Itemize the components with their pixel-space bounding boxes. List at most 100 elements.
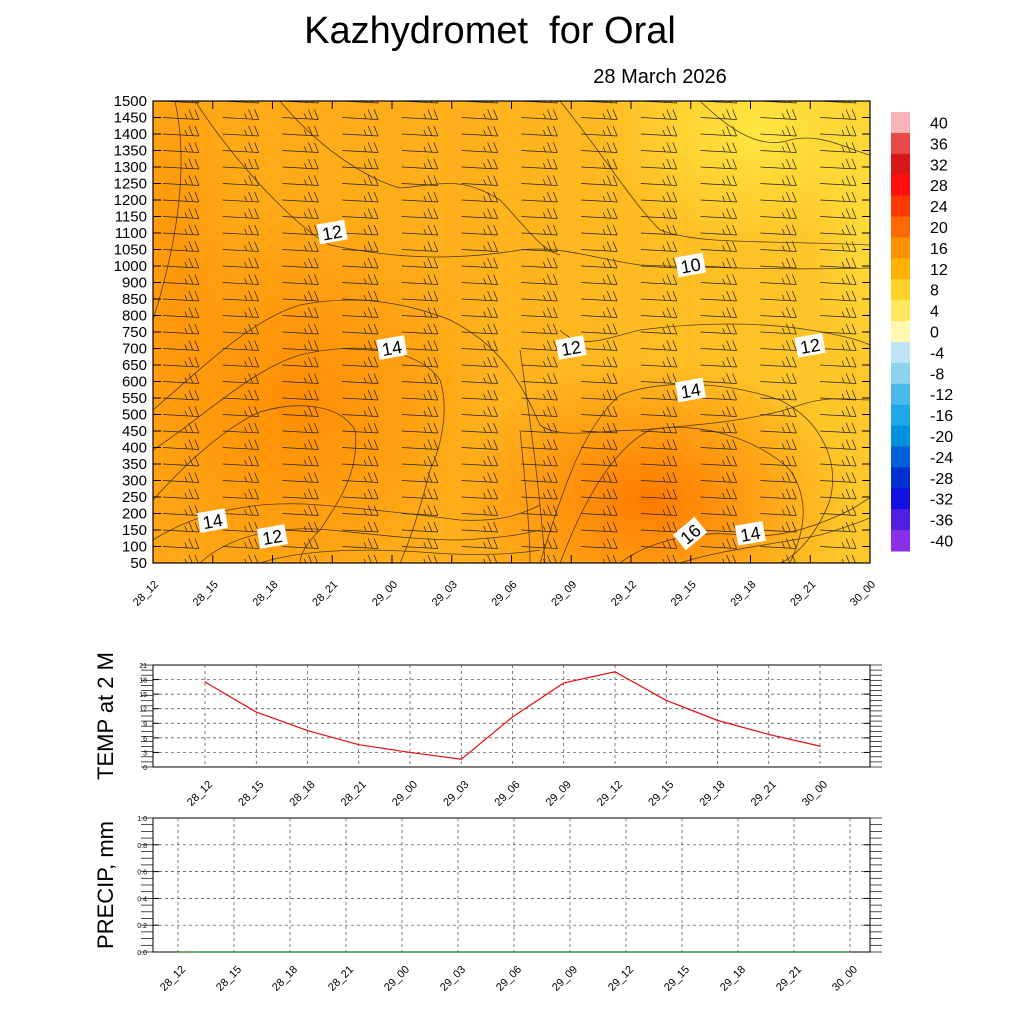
chart-title: Kazhydromet for Oral — [304, 10, 676, 52]
wind-barb — [640, 488, 678, 500]
wind-barb — [342, 307, 379, 318]
main-y-tick-label: 1350 — [114, 143, 147, 160]
main-x-tick-label: 28_21 — [310, 579, 340, 609]
wind-barb — [521, 488, 558, 500]
wind-barb — [760, 208, 797, 219]
colorbar-swatch — [891, 279, 910, 301]
wind-barb — [222, 538, 259, 549]
wind-barb — [282, 538, 319, 549]
wind-barb — [401, 455, 439, 467]
wind-barb — [282, 521, 319, 533]
wind-barb — [640, 505, 678, 516]
x-tick-label: 29_21 — [749, 779, 779, 809]
wind-barb — [401, 307, 439, 318]
contour-label: 12 — [555, 335, 587, 360]
wind-barb — [760, 373, 797, 384]
series-point — [716, 719, 719, 721]
wind-barb — [461, 257, 498, 269]
wind-barb — [222, 439, 259, 450]
colorbar-label: -16 — [930, 408, 953, 425]
x-tick-label: 28_12 — [158, 964, 188, 994]
wind-barb — [282, 356, 319, 368]
wind-barb — [461, 439, 498, 450]
main-x-tick-label: 29_18 — [729, 579, 759, 609]
colorbar-label: 4 — [930, 304, 939, 321]
wind-barb — [401, 208, 439, 219]
main-y-tick-label: 1250 — [114, 176, 147, 193]
wind-barb — [640, 191, 678, 203]
wind-barb — [461, 389, 498, 401]
wind-barb — [162, 472, 200, 483]
wind-barb — [521, 142, 558, 153]
y-tick-label: 21 — [139, 663, 147, 670]
wind-barb — [222, 175, 259, 186]
wind-barb — [342, 373, 379, 384]
wind-barb — [222, 191, 259, 203]
wind-barb — [222, 290, 259, 302]
wind-barb — [401, 340, 439, 351]
y-tick-label: 6 — [143, 736, 147, 743]
wind-barb — [640, 175, 678, 186]
wind-barb — [282, 422, 319, 434]
y-tick-label: 3 — [143, 750, 147, 757]
wind-barb — [282, 125, 319, 137]
wind-barb — [760, 158, 797, 170]
x-tick-label: 29_03 — [438, 964, 468, 994]
wind-barb — [282, 142, 319, 153]
wind-barb — [342, 175, 379, 186]
wind-barb — [342, 224, 379, 236]
wind-barb — [581, 274, 618, 285]
wind-barb — [222, 521, 259, 533]
wind-barb — [581, 290, 618, 302]
series-point — [401, 951, 403, 953]
wind-barb — [760, 290, 797, 302]
colorbar-swatch — [891, 216, 910, 238]
series-point — [233, 951, 235, 953]
series-point — [737, 951, 739, 953]
series-point — [457, 951, 459, 953]
wind-barb — [700, 158, 737, 170]
wind-barb — [342, 406, 379, 417]
x-tick-label: 29_18 — [698, 779, 728, 809]
wind-barb — [581, 422, 618, 434]
wind-barb — [820, 323, 857, 335]
contour-label-text: 14 — [380, 337, 403, 360]
wind-barb — [342, 274, 379, 285]
main-y-tick-label: 50 — [130, 555, 147, 572]
wind-barb — [820, 208, 857, 219]
wind-barb — [401, 175, 439, 186]
wind-barb — [222, 142, 259, 153]
wind-barb — [401, 389, 439, 401]
panel-frame — [152, 817, 871, 953]
wind-barb — [820, 307, 857, 318]
wind-barb — [581, 208, 618, 219]
wind-barb — [760, 340, 797, 351]
colorbar-label: -32 — [930, 492, 953, 509]
main-x-tick-label: 30_00 — [848, 579, 878, 609]
wind-barb — [581, 439, 618, 450]
main-x-tick-label: 28_12 — [131, 579, 161, 609]
wind-barb — [820, 224, 857, 236]
colorbar-label: 8 — [930, 283, 939, 300]
wind-barb — [282, 257, 319, 269]
contour-label-text: 14 — [201, 510, 224, 533]
wind-barb — [700, 538, 737, 549]
wind-barb — [640, 241, 678, 252]
wind-barb — [342, 109, 379, 120]
wind-barb — [222, 257, 259, 269]
wind-barb — [581, 455, 618, 467]
wind-barb — [640, 356, 678, 368]
wind-barb — [461, 505, 498, 516]
wind-barb — [401, 290, 439, 302]
wind-barb — [222, 472, 259, 483]
colorbar-label: 12 — [930, 262, 948, 279]
wind-barb — [162, 191, 200, 203]
y-tick-label: 18 — [139, 678, 147, 685]
main-x-tick-label: 29_09 — [549, 579, 579, 609]
wind-barb — [342, 356, 379, 368]
wind-barb — [820, 158, 857, 170]
wind-barb — [222, 307, 259, 318]
series-point — [177, 951, 179, 953]
wind-barb — [461, 521, 498, 533]
series-point — [614, 671, 616, 673]
